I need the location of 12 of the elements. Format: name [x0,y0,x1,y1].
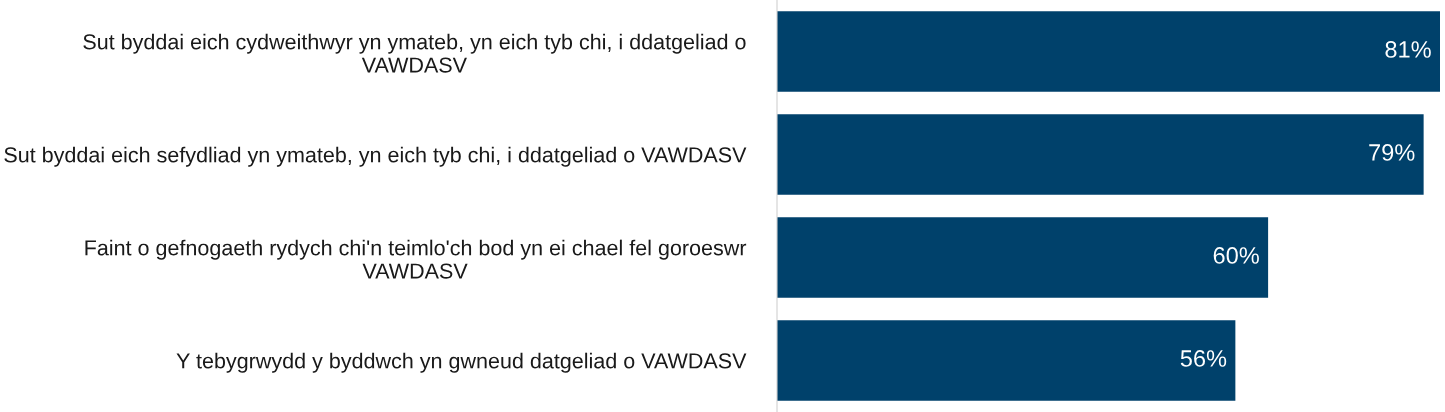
bar [777,320,1236,401]
data-label: 60% [1213,247,1259,264]
y-tick-label: Sut byddai eich sefydliad yn ymateb, yn eich tyb chi, i ddatgeliad o VAWDASV [4,146,747,167]
data-label: 81% [1385,41,1431,58]
data-label: 56% [1180,350,1227,367]
bar [777,11,1440,92]
bar [777,114,1424,195]
y-tick-label: Sut byddai eich cydweithwyr yn ymateb, yn eich tyb chi, i ddatgeliad o VAWDASV [83,33,746,73]
bar [777,217,1269,298]
data-label: 79% [1369,144,1415,161]
y-tick-label: Y tebygrwydd y byddwch yn gwneud datgeliad o VAWDASV [176,352,747,373]
y-tick-label: Faint o gefnogaeth rydych chi'n teimlo'ch bod yn ei chael fel goroeswr VAWDASV [85,239,747,279]
